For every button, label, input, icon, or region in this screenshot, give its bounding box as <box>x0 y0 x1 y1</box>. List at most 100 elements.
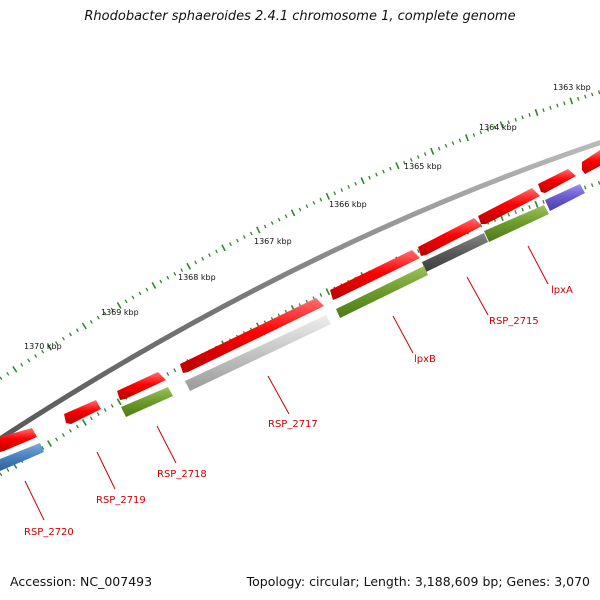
minor-tick <box>249 231 253 236</box>
gene-label-RSP_2719[interactable]: RSP_2719 <box>96 495 146 506</box>
gene-feature[interactable] <box>117 372 166 400</box>
major-tick <box>569 97 574 105</box>
callout-line <box>392 315 414 354</box>
scale-label-1364: 1364 kbp <box>479 123 517 132</box>
major-tick <box>430 147 435 155</box>
minor-tick <box>68 428 72 433</box>
major-tick <box>12 365 18 373</box>
gene-feature[interactable] <box>185 315 331 391</box>
minor-tick <box>305 204 309 209</box>
callout-line <box>24 480 45 521</box>
gene-feature[interactable] <box>484 205 549 242</box>
major-tick <box>464 134 469 142</box>
minor-tick <box>173 368 177 373</box>
minor-tick <box>194 260 198 265</box>
scale-label-1367: 1367 kbp <box>254 237 292 246</box>
gene-feature[interactable] <box>538 169 576 193</box>
gene-label-RSP_2718[interactable]: RSP_2718 <box>157 469 207 480</box>
major-tick <box>186 262 192 270</box>
gene-feature[interactable] <box>121 387 173 417</box>
major-tick <box>534 108 539 117</box>
minor-tick <box>577 96 580 101</box>
minor-tick <box>201 256 205 261</box>
major-tick <box>116 301 122 309</box>
major-tick <box>47 343 53 351</box>
minor-tick <box>284 214 288 219</box>
minor-tick <box>416 155 420 159</box>
minor-tick <box>437 146 441 151</box>
callout-line <box>156 425 177 464</box>
gene-feature[interactable] <box>0 428 37 452</box>
minor-tick <box>145 287 149 292</box>
gene-label-RSP_2715[interactable]: RSP_2715 <box>489 316 539 327</box>
scale-label-1366: 1366 kbp <box>329 200 367 209</box>
gene-feature[interactable] <box>418 218 482 256</box>
minor-tick <box>277 217 281 222</box>
gene-feature[interactable] <box>545 184 585 211</box>
scale-label-1369: 1369 kbp <box>101 308 139 317</box>
minor-tick <box>563 101 566 106</box>
minor-tick <box>263 224 267 229</box>
callout-line <box>96 451 116 490</box>
minor-tick <box>298 207 302 212</box>
minor-tick <box>521 207 524 212</box>
gene-label-RSP_2720[interactable]: RSP_2720 <box>24 527 74 538</box>
minor-tick <box>68 332 72 337</box>
gene-feature[interactable] <box>478 188 540 224</box>
minor-tick <box>354 181 357 186</box>
major-tick <box>534 200 539 208</box>
minor-tick <box>583 185 587 190</box>
gene-feature[interactable] <box>582 150 600 174</box>
minor-tick <box>242 235 246 239</box>
minor-tick <box>417 249 420 253</box>
reverse-strand-genes <box>0 184 585 471</box>
gene-feature[interactable] <box>336 266 428 318</box>
minor-tick <box>410 157 413 162</box>
gene-label-RSP_2717[interactable]: RSP_2717 <box>268 419 318 430</box>
minor-tick <box>180 268 184 273</box>
minor-tick <box>556 103 559 108</box>
minor-tick <box>382 169 385 174</box>
minor-tick <box>138 291 142 296</box>
minor-tick <box>159 279 163 284</box>
minor-tick <box>55 341 59 345</box>
gene-feature[interactable] <box>330 250 420 300</box>
minor-tick <box>389 166 392 171</box>
minor-tick <box>61 433 65 437</box>
major-tick <box>151 282 157 289</box>
gene-feature[interactable] <box>422 233 488 272</box>
minor-tick <box>584 94 587 99</box>
minor-tick <box>507 212 510 217</box>
chromosome-backbone <box>0 139 600 442</box>
minor-tick <box>20 362 24 367</box>
accession-text: Accession: NC_007493 <box>10 574 153 589</box>
minor-tick <box>208 253 211 258</box>
gene-labels: lpxA RSP_2715 lpxB RSP_2717 RSP_2718 RSP… <box>24 285 573 538</box>
gene-label-lpxA[interactable]: lpxA <box>551 285 573 296</box>
minor-tick <box>333 191 337 196</box>
minor-tick <box>486 127 490 132</box>
major-tick <box>395 162 400 170</box>
minor-tick <box>110 307 114 312</box>
major-tick <box>221 244 226 252</box>
minor-tick <box>590 183 594 188</box>
minor-tick <box>89 319 93 324</box>
major-tick <box>116 398 122 406</box>
minor-tick <box>270 221 274 225</box>
gene-feature[interactable] <box>180 298 324 373</box>
gene-feature[interactable] <box>64 400 101 424</box>
minor-tick <box>451 141 455 146</box>
minor-tick <box>340 188 344 192</box>
major-tick <box>290 209 296 217</box>
gene-label-lpxB[interactable]: lpxB <box>414 354 436 365</box>
minor-tick <box>75 328 79 333</box>
gene-feature[interactable] <box>0 443 44 471</box>
minor-tick <box>173 271 177 276</box>
minor-tick <box>403 160 406 165</box>
major-tick <box>47 440 53 448</box>
minor-tick <box>312 201 316 205</box>
minor-tick <box>6 468 10 472</box>
minor-tick <box>528 205 531 209</box>
callout-line <box>267 375 290 415</box>
